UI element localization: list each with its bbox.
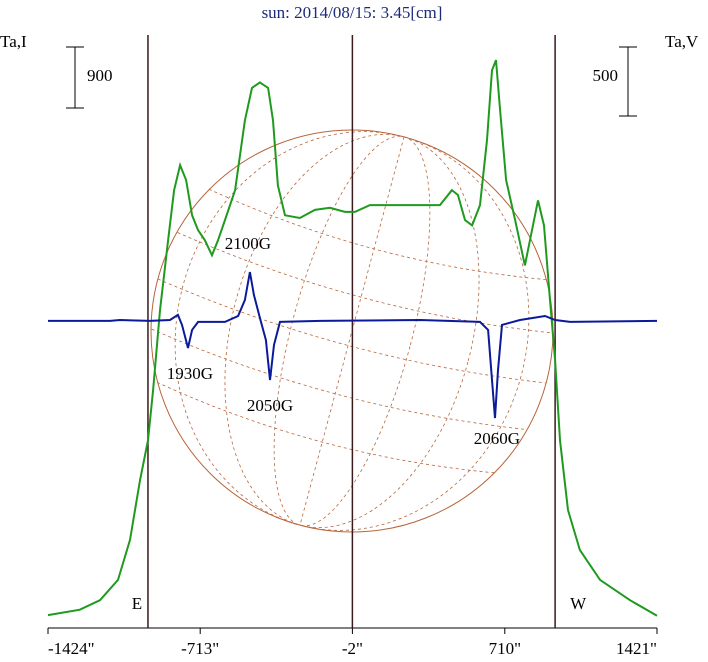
x-tick-label: -713" [181, 639, 219, 658]
annotation: 2060G [474, 429, 520, 448]
x-tick-label: -2" [342, 639, 363, 658]
series-line [48, 271, 658, 419]
x-tick-label: 710" [489, 639, 521, 658]
limb-label: W [570, 594, 587, 613]
x-tick-label: 1421" [616, 639, 657, 658]
y-axis-label: Ta,I [0, 32, 27, 51]
scale-bar-label: 900 [87, 66, 113, 85]
series-line [47, 59, 658, 617]
y2-axis-label: Ta,V [665, 32, 699, 51]
x-tick-label: -1424" [48, 639, 95, 658]
scale-bar-label: 500 [593, 66, 619, 85]
annotation: 2100G [225, 234, 271, 253]
annotation: 2050G [247, 396, 293, 415]
annotation: 1930G [167, 364, 213, 383]
chart-title: sun: 2014/08/15: 3.45[cm] [262, 3, 443, 22]
limb-label: E [132, 594, 142, 613]
